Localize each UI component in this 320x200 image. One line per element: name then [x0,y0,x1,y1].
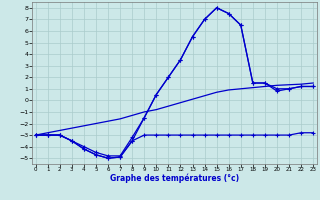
X-axis label: Graphe des températures (°c): Graphe des températures (°c) [110,174,239,183]
